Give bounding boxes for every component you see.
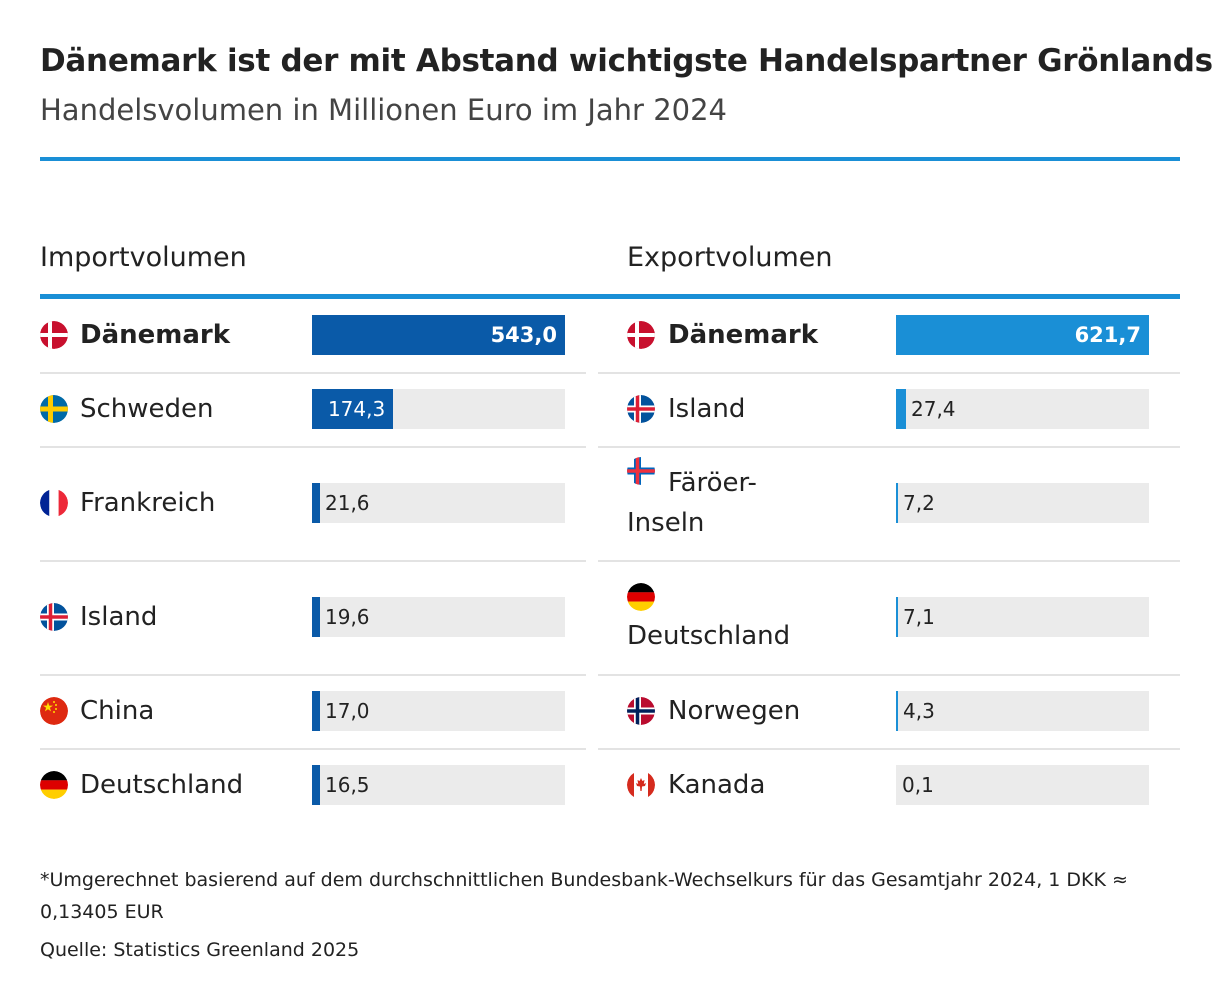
bar-value-label: 7,1 — [903, 605, 935, 629]
bar-value-label: 174,3 — [327, 397, 386, 421]
bar-value-label: 17,0 — [325, 699, 370, 723]
row-divider — [40, 372, 586, 374]
country-label: Färöer- Inseln — [627, 468, 757, 538]
chart-subtitle: Handelsvolumen in Millionen Euro im Jahr… — [40, 93, 727, 127]
country-label: Kanada — [668, 770, 766, 800]
bar-track: 543,0 — [312, 315, 565, 355]
country-label: Frankreich — [80, 488, 216, 518]
header-rule — [40, 157, 1180, 161]
bar — [896, 597, 898, 637]
country-label: Dänemark — [668, 320, 819, 350]
bar-value-label: 21,6 — [325, 491, 370, 515]
bar-value-label: 543,0 — [490, 323, 557, 347]
country-label: Deutschland — [627, 621, 791, 651]
denmark-flag-icon — [627, 321, 655, 349]
bar-value-label: 7,2 — [903, 491, 935, 515]
bar-value-label: 621,7 — [1074, 323, 1141, 347]
bar — [312, 691, 320, 731]
table-header-rule — [40, 294, 1180, 299]
sweden-flag-icon — [40, 395, 68, 423]
germany-flag-icon — [40, 771, 68, 799]
denmark-flag-icon — [40, 321, 68, 349]
row-divider — [598, 560, 1180, 562]
bar — [896, 691, 898, 731]
bar-value-label: 0,1 — [902, 773, 934, 797]
bar-track: 16,5 — [312, 765, 565, 805]
bar-track: 7,2 — [896, 483, 1149, 523]
bar-track: 621,7 — [896, 315, 1149, 355]
country-label: Schweden — [80, 394, 214, 424]
row-divider — [598, 372, 1180, 374]
bar-value-label: 19,6 — [325, 605, 370, 629]
bar — [312, 483, 320, 523]
bar — [312, 389, 394, 429]
bar-track: 4,3 — [896, 691, 1149, 731]
bar-track: 0,1 — [896, 765, 1149, 805]
norway-flag-icon — [627, 697, 655, 725]
bar — [896, 315, 1149, 355]
row-divider — [598, 674, 1180, 676]
export-section-label: Exportvolumen — [627, 242, 833, 273]
bar-value-label: 27,4 — [911, 397, 956, 421]
bar — [312, 597, 320, 637]
bar-track: 19,6 — [312, 597, 565, 637]
iceland-flag-icon — [40, 603, 68, 631]
country-label: Island — [668, 394, 746, 424]
row-divider — [598, 748, 1180, 750]
china-flag-icon — [40, 697, 68, 725]
bar — [896, 389, 906, 429]
row-divider — [598, 446, 1180, 448]
footnote: *Umgerechnet basierend auf dem durchschn… — [40, 869, 1128, 923]
bar — [896, 483, 898, 523]
country-label: China — [80, 696, 155, 726]
bar-track: 174,3 — [312, 389, 565, 429]
source-note: Quelle: Statistics Greenland 2025 — [40, 939, 360, 961]
bar — [312, 765, 320, 805]
chart-title: Dänemark ist der mit Abstand wichtigste … — [40, 43, 1213, 79]
bar-track: 7,1 — [896, 597, 1149, 637]
country-label: Norwegen — [668, 696, 801, 726]
bar-track: 17,0 — [312, 691, 565, 731]
iceland-flag-icon — [627, 395, 655, 423]
row-divider — [40, 748, 586, 750]
row-divider — [40, 560, 586, 562]
bar — [312, 315, 565, 355]
germany-flag-icon — [627, 583, 655, 611]
import-section-label: Importvolumen — [40, 242, 247, 273]
france-flag-icon — [40, 489, 68, 517]
bar-track: 21,6 — [312, 483, 565, 523]
bar-value-label: 16,5 — [325, 773, 370, 797]
faroe-islands-flag-icon — [627, 457, 655, 485]
row-divider — [40, 446, 586, 448]
bar-track: 27,4 — [896, 389, 1149, 429]
country-label: Island — [80, 602, 158, 632]
bar-value-label: 4,3 — [903, 699, 935, 723]
canada-flag-icon — [627, 771, 655, 799]
country-label: Deutschland — [80, 770, 244, 800]
country-label: Dänemark — [80, 320, 231, 350]
row-divider — [40, 674, 586, 676]
